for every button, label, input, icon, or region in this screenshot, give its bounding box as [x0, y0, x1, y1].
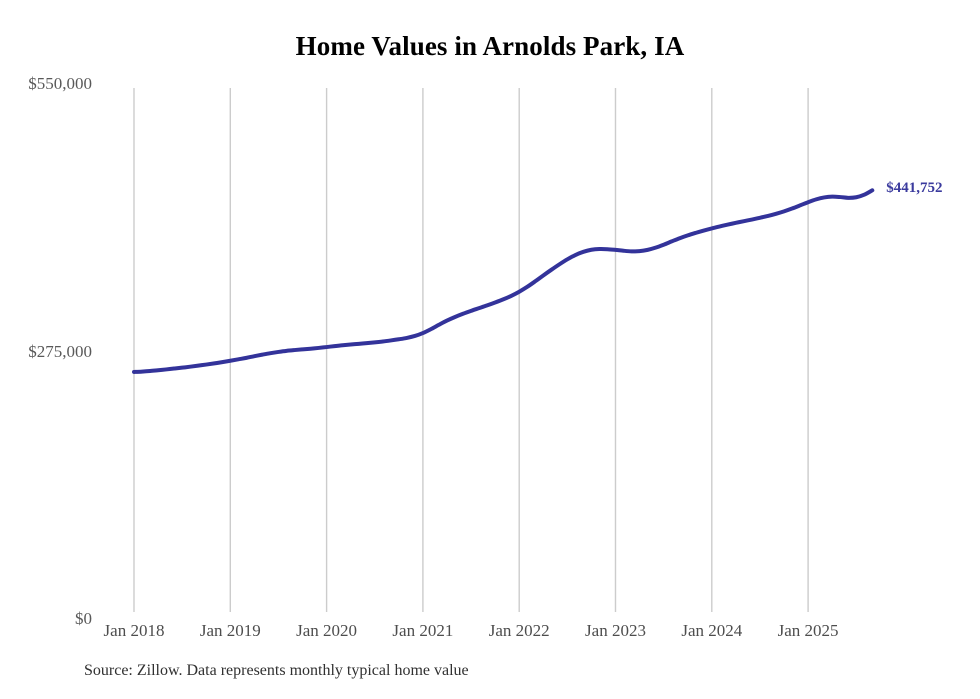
- x-axis-tick-label: Jan 2019: [199, 621, 261, 640]
- x-axis-tick-label: Jan 2025: [777, 621, 839, 640]
- series-group: [132, 188, 875, 374]
- x-axis-tick-label: Jan 2023: [585, 621, 646, 640]
- source-note: Source: Zillow. Data represents monthly …: [84, 662, 469, 679]
- end-value-annotation: $441,752: [886, 180, 943, 197]
- y-axis-tick-label: $0: [75, 609, 92, 628]
- y-axis-tick-label: $275,000: [28, 341, 92, 361]
- x-axis-tick-label: Jan 2018: [103, 621, 165, 640]
- y-axis-tick-label: $550,000: [28, 74, 92, 93]
- x-axis-tick-label: Jan 2022: [488, 621, 550, 640]
- chart-title: Home Values in Arnolds Park, IA: [295, 31, 685, 61]
- gridline-group: [133, 88, 809, 612]
- home-value-line: [132, 188, 875, 374]
- x-axis-tick-label: Jan 2020: [296, 621, 358, 640]
- x-axis-tick-label: Jan 2021: [392, 621, 454, 640]
- x-axis-tick-label: Jan 2024: [681, 621, 743, 640]
